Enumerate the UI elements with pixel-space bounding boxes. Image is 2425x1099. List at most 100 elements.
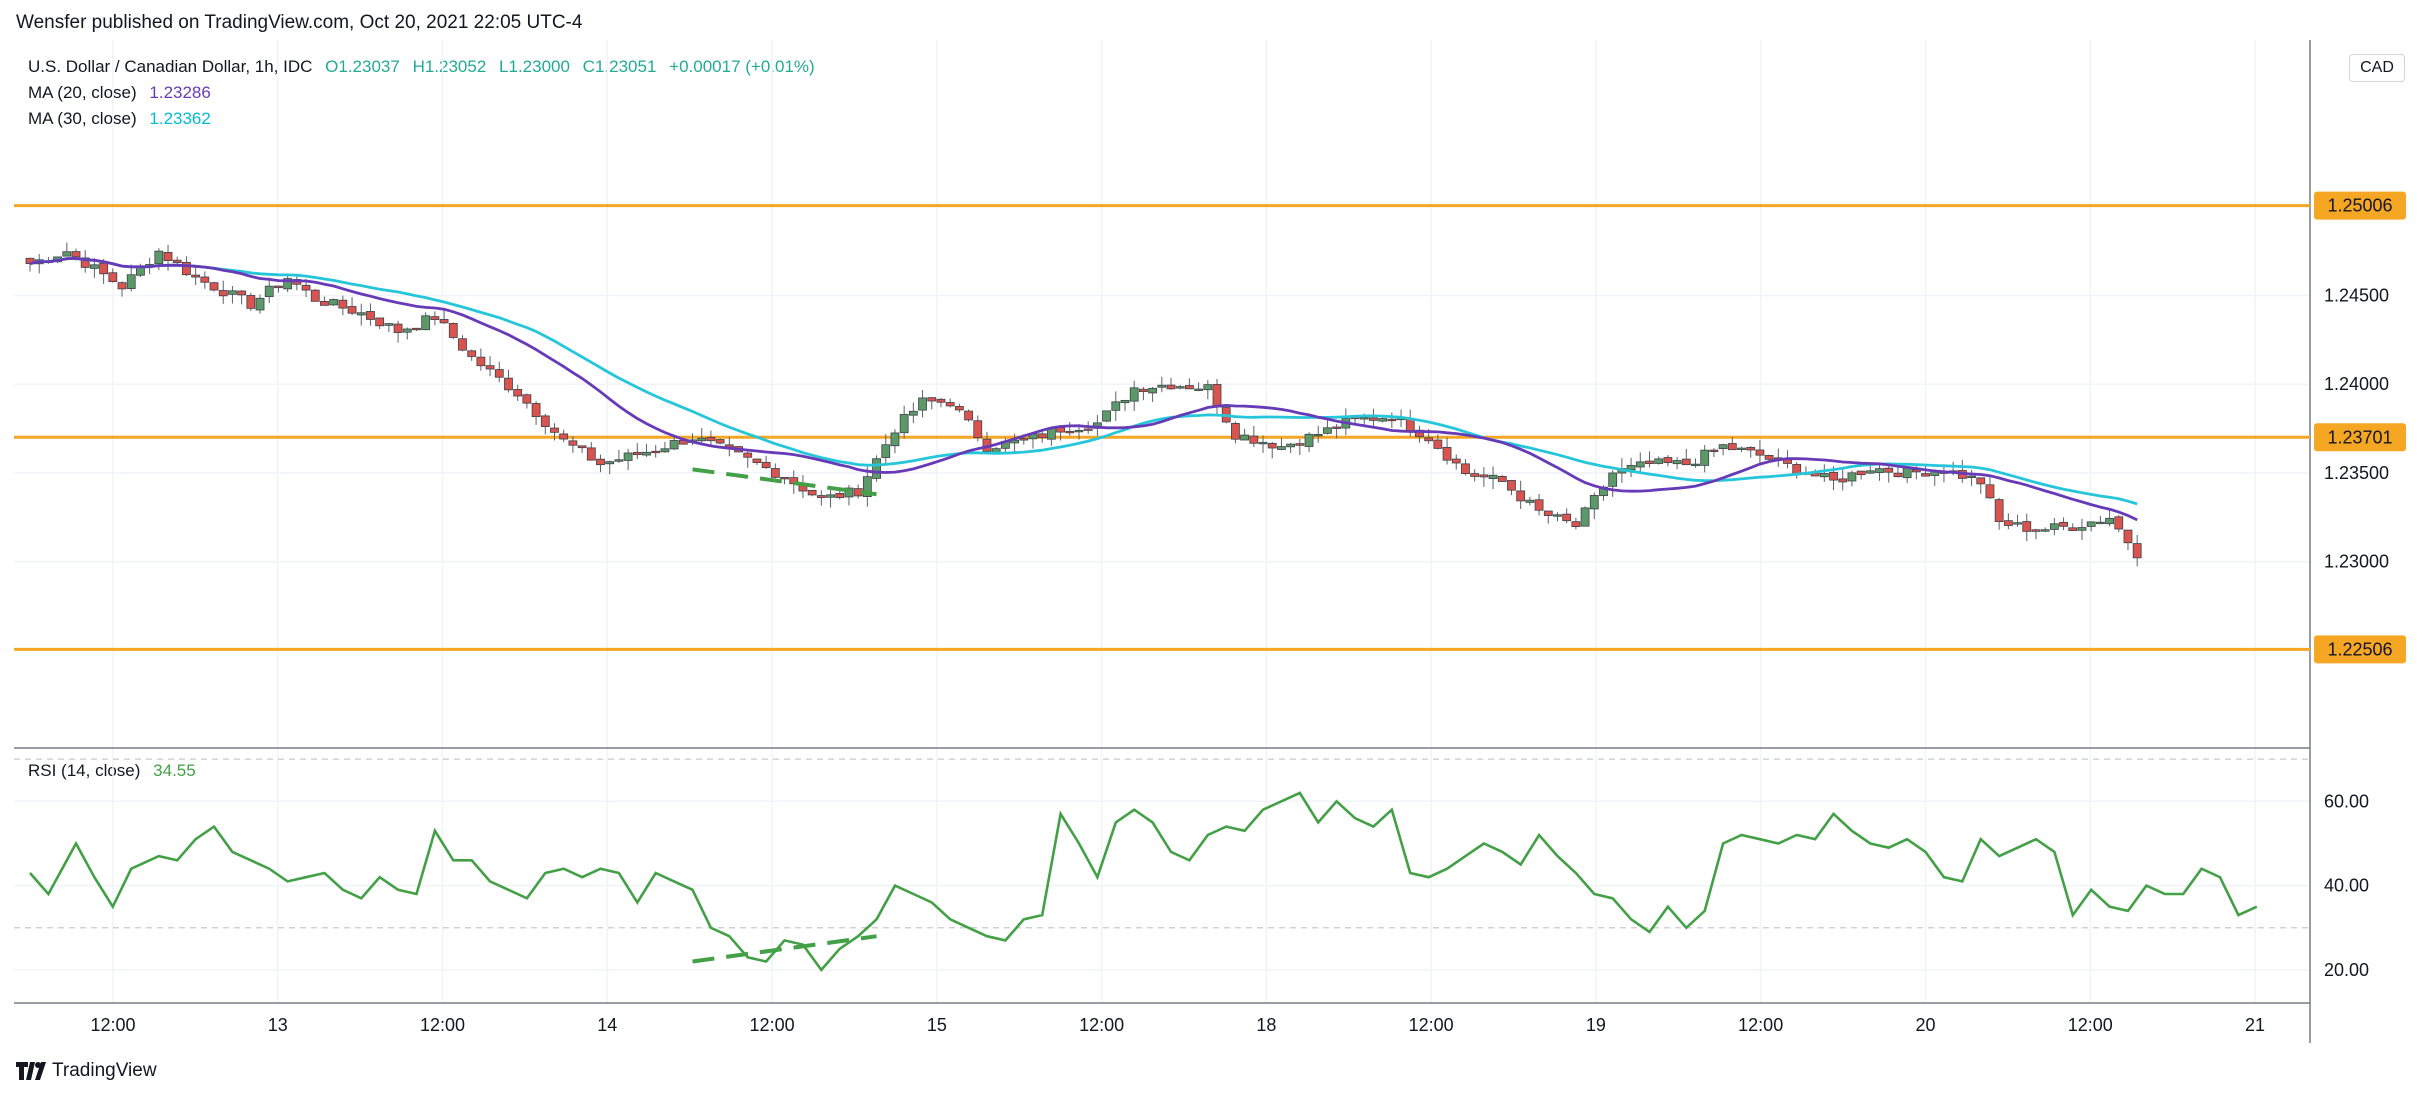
level-price-label: 1.25006 xyxy=(2327,196,2392,216)
candle-body xyxy=(761,461,771,469)
candle-body xyxy=(1967,475,1976,479)
candle-body xyxy=(1424,437,1434,442)
candle xyxy=(697,428,707,444)
candle-body xyxy=(1681,458,1691,466)
candle-body xyxy=(1461,463,1470,474)
candle-body xyxy=(494,369,504,378)
candle-body xyxy=(1359,416,1369,420)
candle xyxy=(1562,508,1572,524)
candle xyxy=(1129,380,1139,411)
candle-body xyxy=(1645,460,1654,464)
ma20-legend: MA (20, close) 1.23286 xyxy=(28,83,211,103)
candle-body xyxy=(1516,490,1526,502)
candle xyxy=(338,295,348,316)
candle xyxy=(1175,384,1185,390)
open-value: O1.23037 xyxy=(325,57,400,76)
candle-body xyxy=(632,451,642,456)
candle xyxy=(448,322,458,340)
candle-body xyxy=(117,282,127,290)
candle-body xyxy=(283,278,293,290)
rsi-tick-label: 20.00 xyxy=(2324,960,2369,980)
candle xyxy=(559,429,569,443)
candle xyxy=(356,303,366,326)
candle xyxy=(1525,496,1535,506)
candle-body xyxy=(1240,434,1250,441)
candle-body xyxy=(2049,523,2059,530)
candle-body xyxy=(2114,516,2124,530)
candle xyxy=(412,327,421,331)
candle xyxy=(1994,497,2004,530)
candle-body xyxy=(1856,470,1866,476)
candle xyxy=(1415,425,1424,443)
candle xyxy=(899,405,909,439)
candle-body xyxy=(614,459,624,462)
candle xyxy=(1231,421,1240,444)
x-tick-label: 21 xyxy=(2245,1015,2265,1035)
candle-body xyxy=(1737,447,1746,450)
ma20-value: 1.23286 xyxy=(149,83,211,102)
candle-body xyxy=(1212,384,1222,408)
candle xyxy=(706,430,716,445)
candle xyxy=(1507,480,1516,496)
candle xyxy=(228,285,237,304)
candle-body xyxy=(862,476,872,497)
candle xyxy=(1433,434,1443,450)
candle-body xyxy=(1378,418,1388,422)
candle xyxy=(642,443,651,457)
candle-body xyxy=(154,250,164,265)
candle xyxy=(872,455,881,482)
candle-body xyxy=(835,493,845,498)
candle xyxy=(890,429,900,454)
candle xyxy=(1111,391,1121,421)
candle-body xyxy=(1819,473,1829,478)
candle-body xyxy=(1019,438,1029,441)
candle-body xyxy=(1323,427,1332,434)
candle xyxy=(1553,512,1562,522)
candle xyxy=(2123,529,2133,550)
candle-body xyxy=(605,461,615,465)
candle-body xyxy=(890,432,900,447)
candle xyxy=(1819,464,1829,482)
candle-body xyxy=(172,259,182,263)
candle-body xyxy=(485,365,495,370)
candle-body xyxy=(1847,472,1857,482)
candle xyxy=(1847,470,1857,487)
candle xyxy=(1286,442,1296,453)
currency-button[interactable]: CAD xyxy=(2349,54,2405,82)
candle xyxy=(1773,448,1783,467)
candle-body xyxy=(1718,444,1728,450)
candle xyxy=(540,413,550,435)
candle-body xyxy=(872,458,881,479)
candle xyxy=(329,298,339,306)
candle-body xyxy=(1332,426,1342,429)
candle-body xyxy=(1893,472,1903,478)
candle xyxy=(1194,382,1204,392)
candle xyxy=(577,445,587,453)
candle xyxy=(2049,518,2059,536)
candle xyxy=(2077,518,2087,540)
candle-body xyxy=(366,311,375,320)
candle-body xyxy=(1571,521,1581,528)
candle-body xyxy=(1442,447,1452,461)
candle-body xyxy=(1111,401,1121,411)
candle-body xyxy=(1921,473,1930,477)
candle xyxy=(2013,514,2022,527)
candle-body xyxy=(504,377,513,391)
candle-body xyxy=(1166,384,1176,390)
candle-body xyxy=(770,468,780,478)
axes: 12:00 13 12:00 14 12:00 15 12:00 18 12:00 19 12:00… xyxy=(90,285,2389,1035)
candle xyxy=(1295,439,1305,456)
tradingview-logo[interactable]: TradingView xyxy=(16,1060,157,1082)
candle xyxy=(1166,377,1176,390)
candle xyxy=(1249,425,1259,448)
candle-body xyxy=(209,282,219,291)
candle xyxy=(163,244,173,271)
horizontal-levels[interactable]: 1.25006 1.23701 1.22506 xyxy=(14,191,2406,664)
price-divergence-line xyxy=(692,467,877,497)
candle xyxy=(1571,517,1581,530)
candle-body xyxy=(1764,455,1774,460)
candle xyxy=(1369,408,1378,427)
candle-body xyxy=(2013,522,2022,525)
candle xyxy=(1700,445,1710,473)
